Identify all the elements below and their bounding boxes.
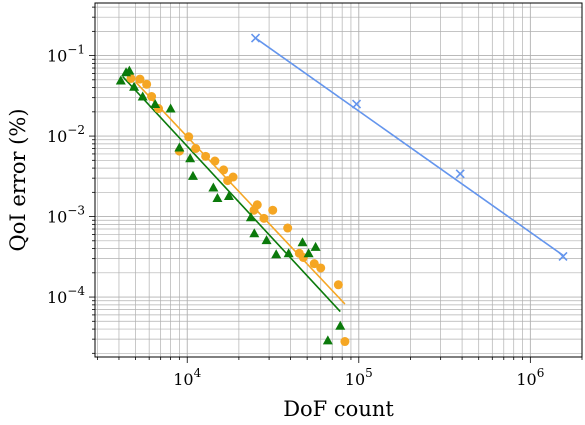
data-point (351, 99, 362, 109)
data-point (185, 153, 196, 163)
data-point (310, 241, 321, 251)
data-point (322, 335, 333, 345)
fit-line (122, 75, 341, 313)
data-point (135, 74, 145, 84)
data-point (219, 165, 229, 175)
data-point (340, 337, 350, 347)
data-point (268, 205, 278, 215)
data-point (212, 193, 223, 203)
data-point (249, 228, 260, 238)
data-point (271, 249, 282, 259)
x-tick-label: 104 (173, 366, 201, 389)
plot-frame (94, 2, 583, 358)
data-point (455, 169, 465, 179)
data-point (124, 65, 135, 75)
y-tick-label: 10−4 (47, 284, 85, 307)
tick-labels: 104 105 106 10−1 10−2 10−3 10−4 (47, 43, 544, 389)
y-axis-label: QoI error (%) (6, 108, 30, 251)
data-point (228, 172, 238, 182)
data-point (165, 103, 176, 113)
x-axis-label: DoF count (283, 397, 394, 421)
y-tick-label: 10−1 (47, 43, 85, 66)
fit-lines (122, 37, 564, 313)
data-point (250, 33, 261, 43)
y-tick-label: 10−2 (47, 123, 85, 146)
data-point (142, 79, 152, 89)
data-point (335, 320, 346, 330)
data-point (201, 151, 211, 161)
data-point (309, 259, 319, 269)
y-tick-label: 10−3 (47, 204, 85, 227)
data-point (174, 142, 185, 152)
fit-line (135, 81, 346, 305)
grid-minor (95, 3, 583, 357)
data-point (245, 212, 256, 222)
data-point (208, 182, 219, 192)
data-point (283, 248, 294, 258)
x-tick-label: 106 (516, 366, 544, 389)
data-markers (115, 33, 568, 347)
data-point (129, 81, 140, 91)
data-point (137, 91, 148, 101)
data-point (115, 75, 126, 85)
data-point (191, 144, 201, 154)
data-point (147, 92, 157, 102)
data-point (316, 263, 326, 273)
data-point (303, 248, 314, 258)
x-tick-label: 105 (345, 366, 373, 389)
axis-ticks (89, 6, 583, 363)
data-point (333, 280, 343, 290)
data-point (223, 191, 234, 201)
data-point (150, 99, 161, 109)
data-point (210, 156, 220, 166)
data-point (283, 223, 293, 233)
data-point (261, 235, 272, 245)
data-point (252, 200, 262, 210)
data-point (259, 213, 269, 223)
grid-major (95, 3, 582, 357)
data-point (558, 251, 568, 261)
data-point (187, 170, 198, 180)
data-point (297, 237, 308, 247)
fit-line (255, 37, 564, 256)
data-point (184, 132, 194, 142)
